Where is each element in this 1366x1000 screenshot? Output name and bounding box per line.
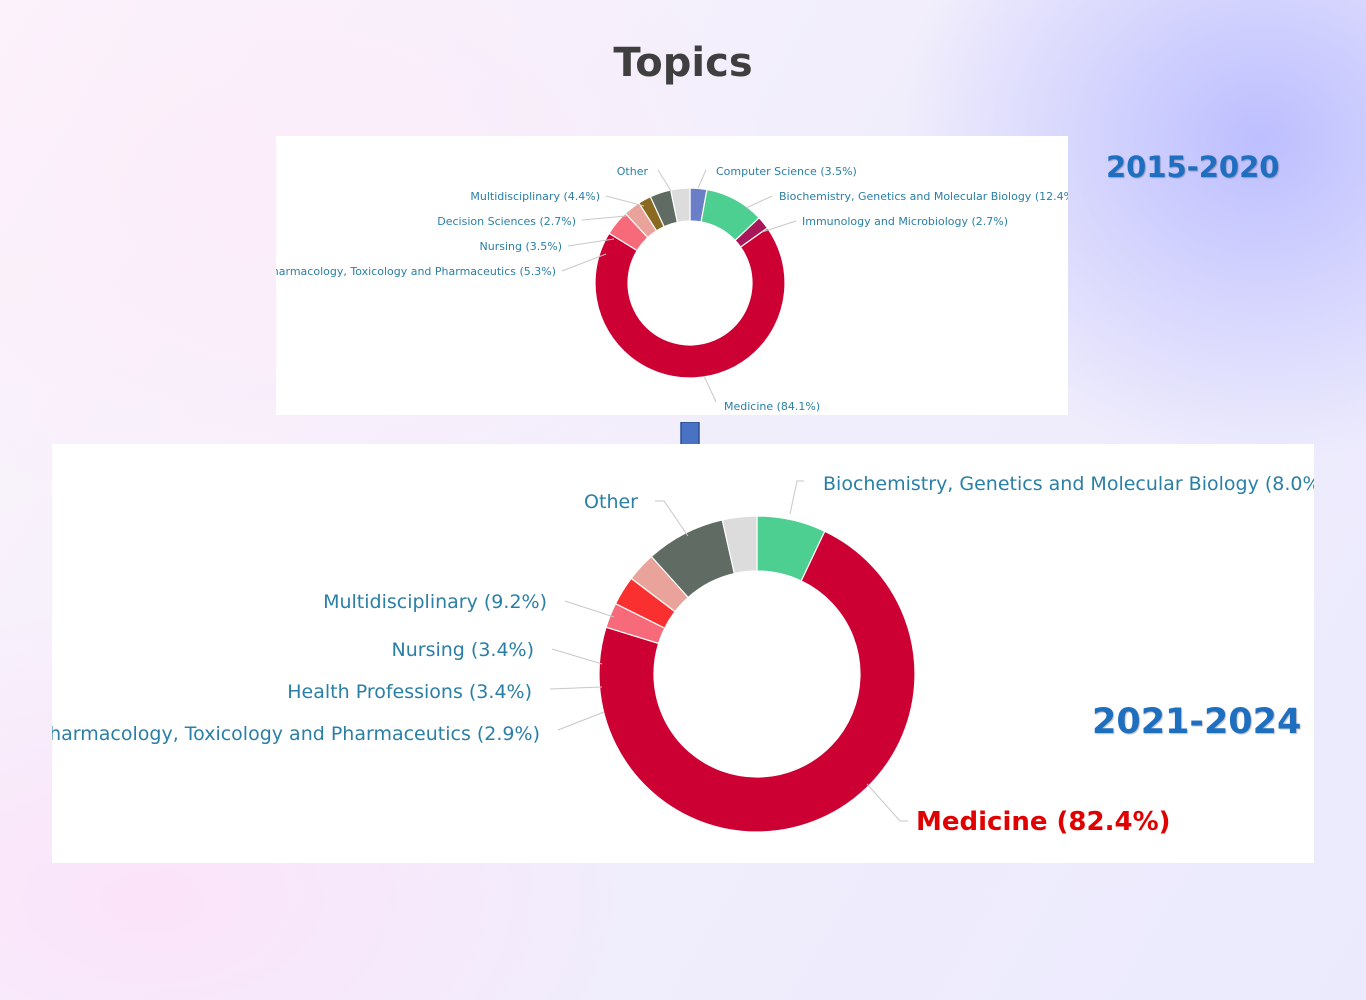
slice-label-health-professions: Health Professions (3.4%)	[287, 681, 532, 703]
slice-medicine	[594, 227, 786, 379]
slice-label-other: Other	[584, 491, 638, 513]
leader-line-health-professions	[549, 686, 603, 690]
leader-line-multidisciplinary	[564, 600, 615, 618]
leader-line-biochemistry-genetics-and-molecular-biology	[745, 195, 773, 209]
donut-chart-2021-2024: Biochemistry, Genetics and Molecular Bio…	[52, 473, 1314, 837]
slice-medicine	[598, 530, 916, 833]
period-label-2015-2020: 2015-2020	[1106, 150, 1280, 184]
chart-panel-2021-2024: Biochemistry, Genetics and Molecular Bio…	[52, 444, 1314, 863]
slice-label-pharmacology-toxicology-and-pharmaceutics: Pharmacology, Toxicology and Pharmaceuti…	[276, 265, 556, 278]
slice-label-pharmacology-toxicology-and-pharmaceutics: Pharmacology, Toxicology and Pharmaceuti…	[52, 723, 540, 745]
leader-line-nursing	[551, 648, 603, 665]
leader-line-multidisciplinary	[605, 195, 645, 207]
slice-label-other: Other	[617, 165, 649, 178]
slice-label-decision-sciences: Decision Sciences (2.7%)	[437, 215, 576, 228]
donut-chart-2015-2020: Computer Science (3.5%) Biochemistry, Gen…	[276, 165, 1068, 413]
slice-label-nursing: Nursing (3.4%)	[392, 639, 534, 661]
page-title: Topics	[613, 40, 753, 86]
leader-line-medicine	[703, 375, 717, 403]
slice-label-medicine: Medicine (84.1%)	[724, 400, 820, 413]
slice-label-multidisciplinary: Multidisciplinary (9.2%)	[323, 591, 547, 613]
period-label-2021-2024: 2021-2024	[1092, 702, 1302, 742]
leader-line-pharmacology-toxicology-and-pharmaceutics	[557, 711, 605, 731]
leader-line-other	[655, 500, 689, 537]
slice-label-biochemistry-genetics-and-molecular-biology: Biochemistry, Genetics and Molecular Bio…	[823, 473, 1314, 495]
leader-line-immunology-and-microbiology	[761, 220, 797, 233]
leader-line-medicine	[866, 783, 908, 822]
leader-line-pharmacology-toxicology-and-pharmaceutics	[561, 253, 607, 272]
slice-label-multidisciplinary: Multidisciplinary (4.4%)	[470, 190, 600, 203]
slice-label-biochemistry-genetics-and-molecular-biology: Biochemistry, Genetics and Molecular Bio…	[779, 190, 1068, 203]
slice-label-computer-science: Computer Science (3.5%)	[716, 165, 857, 178]
slice-label-nursing: Nursing (3.5%)	[480, 240, 563, 253]
leader-line-computer-science	[697, 169, 707, 189]
leader-line-nursing	[567, 238, 615, 247]
slice-label-medicine: Medicine (82.4%)	[916, 807, 1171, 837]
leader-line-other	[657, 169, 672, 192]
donut-slices	[594, 187, 786, 379]
chart-panel-2015-2020: Computer Science (3.5%) Biochemistry, Gen…	[276, 136, 1068, 415]
leader-line-decision-sciences	[581, 215, 627, 221]
slice-label-immunology-and-microbiology: Immunology and Microbiology (2.7%)	[802, 215, 1008, 228]
slice-other	[669, 187, 691, 224]
leader-line-biochemistry-genetics-and-molecular-biology	[789, 480, 804, 515]
donut-slices	[598, 515, 916, 833]
slice-other	[721, 515, 758, 575]
